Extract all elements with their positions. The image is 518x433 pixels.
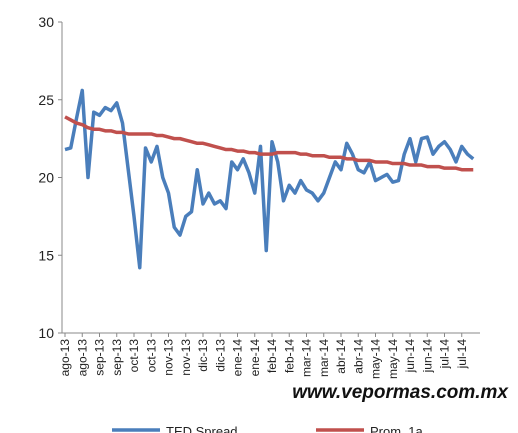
x-tick-label: jul-14 xyxy=(438,339,452,370)
x-tick-label: oct-13 xyxy=(127,339,141,373)
x-tick-label: abr-14 xyxy=(334,339,348,374)
x-tick-label: nov-13 xyxy=(162,339,176,376)
x-tick-label: feb-14 xyxy=(265,339,279,373)
y-tick-label: 25 xyxy=(38,92,54,108)
x-tick-label: nov-13 xyxy=(179,339,193,376)
x-tick-label: jun-14 xyxy=(403,339,417,374)
y-tick-label: 20 xyxy=(38,170,54,186)
legend-label: Prom. 1a xyxy=(370,424,424,433)
x-tick-label: ago-13 xyxy=(58,339,72,377)
x-tick-label: jul-14 xyxy=(455,339,469,370)
y-tick-label: 15 xyxy=(38,247,54,263)
x-tick-label: ene-14 xyxy=(231,339,245,377)
x-tick-label: sep-13 xyxy=(93,339,107,376)
x-tick-label: feb-14 xyxy=(282,339,296,373)
x-tick-label: may-14 xyxy=(386,339,400,379)
x-tick-label: ago-13 xyxy=(75,339,89,377)
x-tick-label: jun-14 xyxy=(420,339,434,374)
x-tick-label: oct-13 xyxy=(144,339,158,373)
x-tick-label: abr-14 xyxy=(351,339,365,374)
x-tick-label: may-14 xyxy=(369,339,383,379)
series-line xyxy=(64,88,475,270)
y-tick-label: 30 xyxy=(38,14,54,30)
watermark: www.vepormas.com.mx xyxy=(292,382,509,403)
x-tick-label: mar-14 xyxy=(300,339,314,377)
y-tick-label: 10 xyxy=(38,325,54,341)
legend-label: TED Spread xyxy=(166,424,238,433)
x-tick-label: dic-13 xyxy=(213,339,227,372)
x-tick-label: mar-14 xyxy=(317,339,331,377)
series-line xyxy=(64,115,474,172)
x-tick-label: sep-13 xyxy=(110,339,124,376)
x-tick-label: ene-14 xyxy=(248,339,262,377)
x-tick-label: dic-13 xyxy=(196,339,210,372)
